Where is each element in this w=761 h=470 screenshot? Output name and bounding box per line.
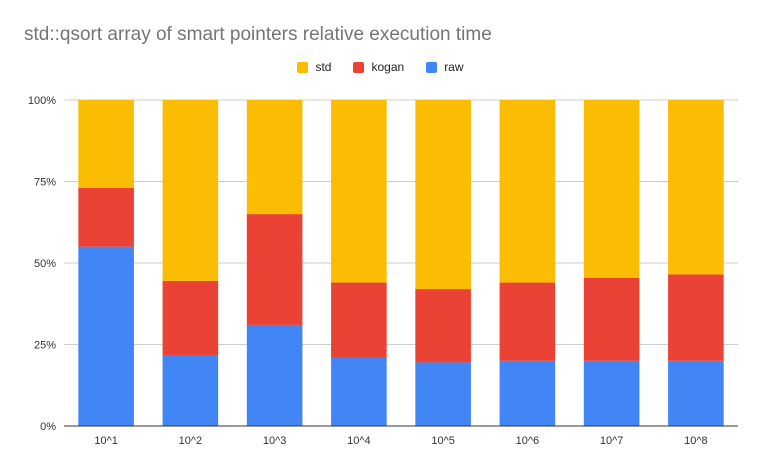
bar-std-10^4 (331, 100, 387, 283)
y-tick-label: 0% (40, 421, 56, 433)
bar-kogan-10^8 (668, 274, 724, 361)
x-tick-label: 10^7 (600, 435, 624, 447)
bar-kogan-10^7 (583, 277, 640, 361)
x-tick-label: 10^4 (347, 435, 371, 447)
legend-swatch-std (297, 61, 309, 73)
bar-std-10^7 (583, 100, 640, 278)
bar-raw-10^3 (246, 324, 303, 426)
x-tick-label: 10^3 (263, 435, 287, 447)
legend: std kogan raw (0, 60, 761, 74)
x-tick-label: 10^8 (684, 435, 708, 447)
y-tick-label: 50% (34, 258, 56, 270)
bar-std-10^8 (668, 100, 724, 275)
legend-swatch-raw (426, 61, 438, 73)
bar-kogan-10^2 (162, 280, 219, 356)
x-tick-label: 10^5 (431, 435, 455, 447)
bar-kogan-10^5 (415, 289, 471, 363)
bar-std-10^5 (415, 100, 471, 290)
bar-raw-10^5 (415, 362, 471, 426)
legend-label-kogan: kogan (371, 60, 405, 74)
legend-label-raw: raw (444, 60, 464, 74)
bar-raw-10^6 (499, 360, 556, 426)
bar-std-10^1 (78, 100, 134, 189)
bar-std-10^6 (499, 100, 556, 283)
bar-kogan-10^3 (246, 214, 303, 325)
x-tick-label: 10^1 (94, 435, 118, 447)
chart-title: std::qsort array of smart pointers relat… (24, 24, 492, 45)
bar-kogan-10^4 (331, 282, 387, 358)
bar-raw-10^2 (162, 355, 219, 426)
bar-kogan-10^6 (499, 282, 556, 361)
bar-std-10^3 (246, 100, 303, 215)
x-tick-label: 10^6 (516, 435, 540, 447)
legend-item-std: std (297, 60, 331, 74)
y-tick-label: 100% (28, 95, 56, 107)
bar-raw-10^1 (78, 246, 134, 426)
y-tick-label: 75% (34, 177, 56, 189)
legend-label-std: std (315, 60, 332, 74)
x-tick-label: 10^2 (179, 435, 203, 447)
legend-item-kogan: kogan (353, 60, 404, 74)
legend-swatch-kogan (353, 61, 365, 73)
bar-std-10^2 (162, 100, 219, 281)
y-tick-label: 25% (34, 340, 56, 352)
bar-raw-10^4 (331, 357, 387, 426)
bar-raw-10^8 (668, 360, 724, 426)
legend-item-raw: raw (426, 60, 464, 74)
bar-kogan-10^1 (78, 188, 134, 247)
bar-raw-10^7 (583, 360, 640, 426)
